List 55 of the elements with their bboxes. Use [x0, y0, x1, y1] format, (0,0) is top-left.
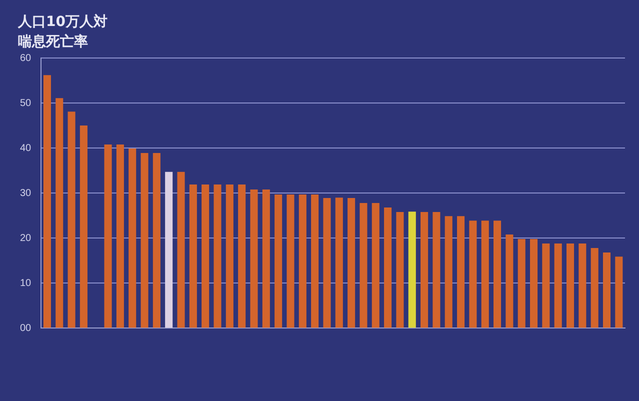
- bar: [494, 220, 502, 328]
- bar: [469, 220, 477, 328]
- bar: [262, 190, 270, 328]
- bar: [615, 256, 623, 328]
- bar: [298, 194, 306, 328]
- bar: [140, 153, 148, 328]
- y-tick-label: 50: [20, 98, 32, 109]
- bar: [68, 112, 76, 328]
- bar: [396, 212, 404, 328]
- bar: [360, 203, 368, 328]
- y-tick-label: 60: [20, 52, 32, 64]
- bar: [152, 153, 160, 328]
- bar: [214, 184, 222, 328]
- bar: [578, 244, 586, 328]
- bar: [43, 75, 51, 328]
- bar: [590, 248, 598, 328]
- y-tick-label: 30: [20, 188, 32, 199]
- bar: [602, 252, 611, 328]
- bar: [177, 172, 185, 328]
- bar: [335, 198, 343, 328]
- bar: [128, 148, 136, 328]
- bar: [384, 208, 392, 328]
- bar: [104, 144, 112, 328]
- bar: [116, 144, 124, 328]
- bar: [238, 184, 246, 328]
- bar: [189, 184, 197, 328]
- bar: [444, 216, 452, 328]
- bar: [554, 244, 562, 328]
- bar: [432, 212, 440, 328]
- bar: [566, 244, 574, 328]
- y-tick-label: 00: [20, 322, 32, 334]
- y-tick-label: 20: [20, 232, 32, 244]
- bar: [408, 212, 416, 328]
- bar: [202, 184, 210, 328]
- bar: [286, 194, 294, 328]
- bar: [506, 234, 514, 328]
- bar: [542, 244, 550, 328]
- bar: [56, 98, 64, 328]
- bar: [226, 184, 234, 328]
- bar: [250, 190, 258, 328]
- bar: [323, 198, 331, 328]
- y-tick-label: 10: [20, 278, 32, 289]
- bar: [518, 239, 526, 328]
- bar: [80, 126, 88, 328]
- bar: [481, 220, 489, 328]
- bar: [530, 239, 538, 328]
- y-axis-title: 人口10万人対喘息死亡率: [18, 12, 108, 52]
- y-tick-label: 40: [20, 142, 32, 154]
- bar: [457, 216, 465, 328]
- bar: [311, 194, 319, 328]
- bar: [348, 198, 356, 328]
- bar: [420, 212, 428, 328]
- bar: [372, 203, 380, 328]
- bar: [274, 194, 282, 328]
- bar: [165, 172, 173, 328]
